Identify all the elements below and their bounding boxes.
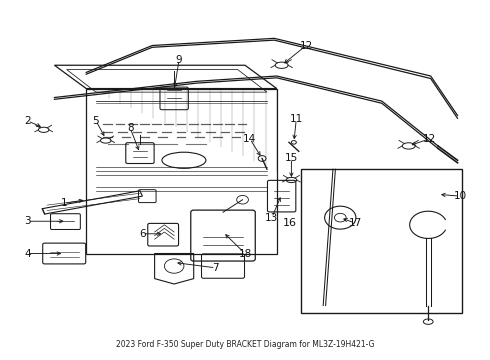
Text: 11: 11 xyxy=(290,114,303,124)
Text: 9: 9 xyxy=(176,55,182,65)
Text: 18: 18 xyxy=(238,248,252,258)
Text: 3: 3 xyxy=(24,216,31,226)
Text: 2023 Ford F-350 Super Duty BRACKET Diagram for ML3Z-19H421-G: 2023 Ford F-350 Super Duty BRACKET Diagr… xyxy=(116,339,374,348)
Text: 1: 1 xyxy=(61,198,68,208)
Text: 12: 12 xyxy=(423,134,436,144)
Text: 8: 8 xyxy=(127,123,133,133)
Text: 13: 13 xyxy=(265,213,278,222)
Text: 14: 14 xyxy=(243,134,256,144)
Text: 15: 15 xyxy=(285,153,298,163)
Text: 16: 16 xyxy=(283,218,297,228)
Text: 4: 4 xyxy=(24,248,31,258)
Text: 10: 10 xyxy=(453,191,466,201)
Text: 12: 12 xyxy=(299,41,313,50)
Text: 2: 2 xyxy=(24,116,31,126)
Bar xyxy=(301,169,463,313)
Text: 7: 7 xyxy=(212,263,219,273)
Text: 5: 5 xyxy=(93,116,99,126)
Text: 17: 17 xyxy=(348,218,362,228)
Text: 6: 6 xyxy=(139,229,146,239)
